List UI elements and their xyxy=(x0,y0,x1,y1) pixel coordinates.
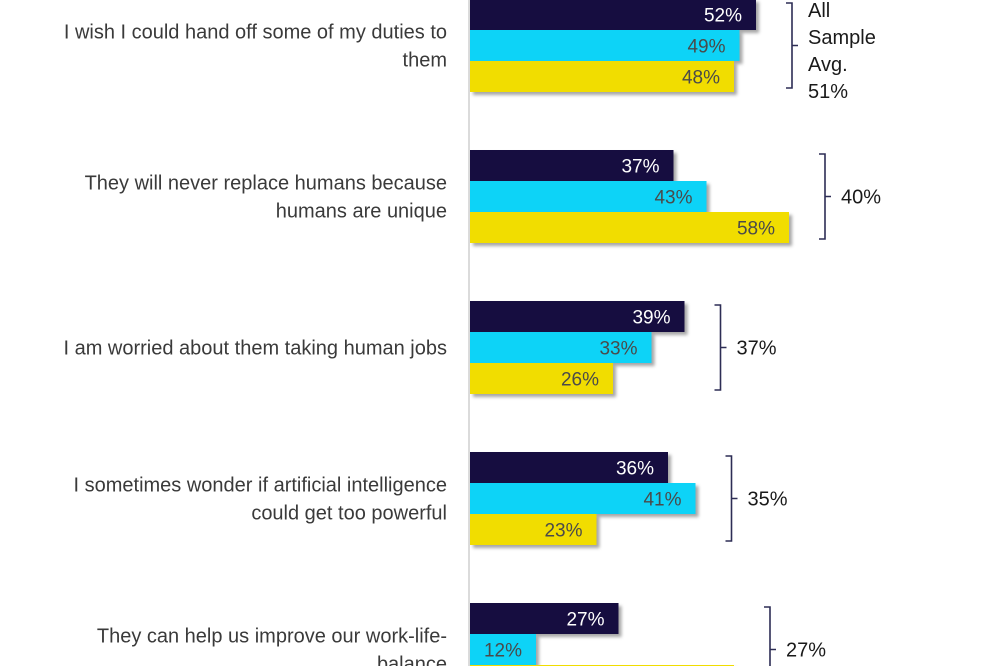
bar-value-label: 43% xyxy=(654,188,692,209)
sample-avg-bracket xyxy=(725,455,738,542)
category-label: could get too powerful xyxy=(251,503,447,525)
category-label: They can help us improve our work-life- xyxy=(97,626,447,648)
bar-2-series-3 xyxy=(470,212,789,243)
sample-avg-value: 51% xyxy=(808,81,848,103)
bar-value-label: 36% xyxy=(616,459,654,480)
sample-avg-value: 27% xyxy=(786,640,826,662)
bar-5-series-1 xyxy=(470,603,619,634)
bar-5-series-2 xyxy=(470,634,536,665)
bar-4-series-1 xyxy=(470,452,668,483)
bar-4-series-3 xyxy=(470,514,597,545)
bar-4-series-2 xyxy=(470,483,696,514)
category-label: I am worried about them taking human job… xyxy=(63,338,447,360)
sample-avg-bracket xyxy=(819,153,831,240)
bar-value-label: 49% xyxy=(687,37,725,58)
bar-2-series-1 xyxy=(470,150,674,181)
bar-1-series-2 xyxy=(470,30,740,61)
bar-1-series-3 xyxy=(470,61,734,92)
category-label: I sometimes wonder if artificial intelli… xyxy=(74,475,448,497)
sample-avg-value: 35% xyxy=(748,489,788,511)
category-label: them xyxy=(403,50,447,72)
sample-avg-value: 40% xyxy=(841,187,881,209)
bar-1-series-1 xyxy=(470,0,756,30)
all-sample-avg-header: Sample xyxy=(808,27,876,49)
all-sample-avg-header: All xyxy=(808,0,830,22)
bar-value-label: 12% xyxy=(484,641,522,662)
bar-3-series-2 xyxy=(470,332,652,363)
category-label: They will never replace humans because xyxy=(85,173,447,195)
bar-value-label: 39% xyxy=(632,308,670,329)
bar-value-label: 41% xyxy=(643,490,681,511)
bars-layer: 52% 49% 48% 37% 43% 58% 39% 33%26% 36% 41% 23% 27% 1… xyxy=(470,0,789,666)
bar-value-label: 37% xyxy=(621,157,659,178)
bar-value-label: 33% xyxy=(599,339,637,360)
sample-avg-bracket xyxy=(786,2,798,89)
all-sample-avg-header: Avg. xyxy=(808,54,848,76)
bar-3-series-3 xyxy=(470,363,613,394)
bar-2-series-2 xyxy=(470,181,707,212)
bar-value-label: 26% xyxy=(561,370,599,391)
bar-value-label: 52% xyxy=(704,6,742,27)
category-label: I wish I could hand off some of my dutie… xyxy=(64,22,447,44)
bar-value-label: 27% xyxy=(566,610,604,631)
bar-value-label: 48% xyxy=(682,68,720,89)
category-labels: I wish I could hand off some of my dutie… xyxy=(63,22,447,666)
bar-value-label: 23% xyxy=(544,521,582,542)
category-label: humans are unique xyxy=(276,201,447,223)
sample-avg-bracket xyxy=(714,304,727,391)
category-label: balance xyxy=(377,654,447,666)
bar-value-label: 58% xyxy=(737,219,775,240)
sample-averages: All Sample Avg. 51% 40% 37% 35% 27% xyxy=(714,0,881,666)
sample-avg-value: 37% xyxy=(737,338,777,360)
sample-avg-bracket xyxy=(764,606,776,666)
bar-3-series-1 xyxy=(470,301,685,332)
